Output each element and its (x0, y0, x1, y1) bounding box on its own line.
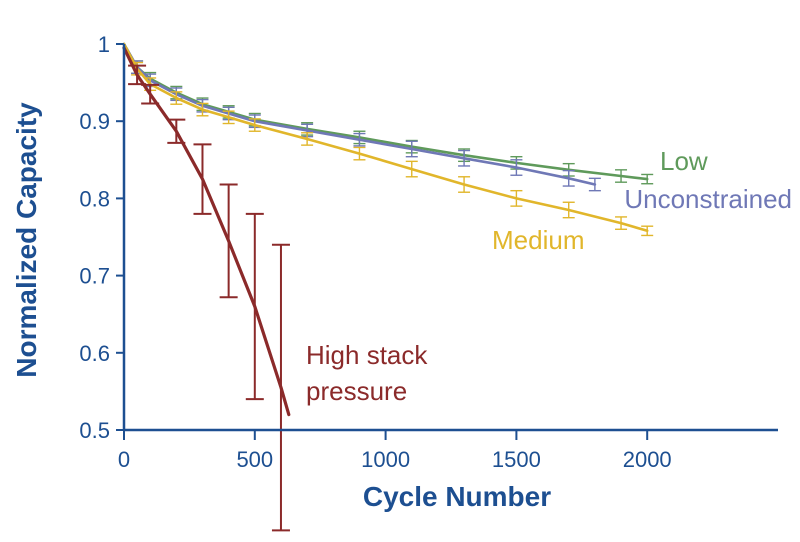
y-axis-title: Normalized Capacity (11, 102, 42, 378)
chart-data-layer (122, 42, 654, 532)
x-tick-label: 1000 (361, 447, 410, 472)
series-label-line: Low (660, 146, 708, 176)
y-tick-label: 0.9 (79, 109, 110, 134)
series-label-1: Unconstrained (624, 184, 792, 214)
series-label-3: High stack pressure (306, 340, 428, 406)
x-tick-label: 2000 (623, 447, 672, 472)
y-tick-label: 0.5 (79, 418, 110, 443)
chart-labels-layer: Cycle Number Normalized Capacity Low Uncons… (11, 102, 792, 512)
series-label-line: Unconstrained (624, 184, 792, 214)
y-tick-label: 0.6 (79, 341, 110, 366)
chart-axes-layer: 0.5 0.6 0.7 0.8 0.9 1 0 500 1000 1500 2000 (79, 32, 778, 472)
x-tick-label: 1500 (492, 447, 541, 472)
series-label-2: Medium (492, 225, 584, 255)
y-tick-label: 0.8 (79, 186, 110, 211)
series-label-line: Medium (492, 225, 584, 255)
x-tick-label: 500 (236, 447, 273, 472)
x-tick-label: 0 (118, 447, 130, 472)
x-axis-title: Cycle Number (363, 481, 551, 512)
y-tick-label: 1 (98, 32, 110, 57)
series-label-line: High stack (306, 340, 428, 370)
series-label-0: Low (660, 146, 708, 176)
series-line-1 (122, 42, 597, 186)
series-label-line: pressure (306, 376, 407, 406)
y-tick-label: 0.7 (79, 264, 110, 289)
